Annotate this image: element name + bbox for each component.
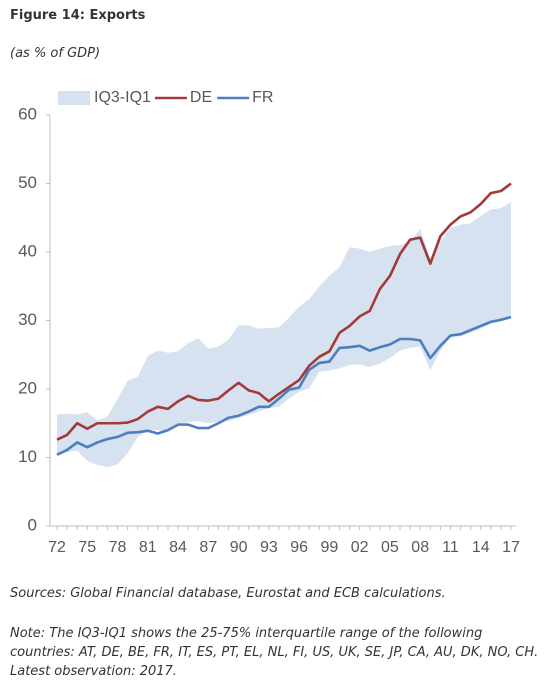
chart-subtitle: (as % of GDP) <box>10 46 101 61</box>
chart-title: Figure 14: Exports <box>10 8 146 23</box>
x-tick-label: 72 <box>48 539 66 556</box>
x-tick-label: 05 <box>381 539 399 556</box>
x-tick-label: 02 <box>351 539 369 556</box>
footnote: Note: The IQ3-IQ1 shows the 25-75% inter… <box>10 626 539 679</box>
line-series <box>56 182 512 441</box>
legend-label: DE <box>190 89 212 106</box>
source-note: Sources: Global Financial database, Euro… <box>10 586 446 601</box>
x-tick-label: 11 <box>442 539 459 556</box>
iqr-band <box>57 201 511 468</box>
legend-swatch <box>58 91 90 105</box>
y-tick-label: 10 <box>18 447 37 466</box>
x-tick-label: 90 <box>230 539 248 556</box>
x-tick-label: 81 <box>139 539 157 556</box>
legend-label: IQ3-IQ1 <box>94 89 151 106</box>
x-tick-label: 84 <box>169 539 187 556</box>
x-tick-label: 93 <box>260 539 278 556</box>
y-tick-label: 50 <box>18 173 37 192</box>
x-tick-label: 75 <box>78 539 96 556</box>
x-tick-label: 17 <box>502 539 520 556</box>
y-tick-label: 40 <box>18 241 37 260</box>
x-tick-label: 78 <box>109 539 127 556</box>
x-tick-label: 87 <box>199 539 217 556</box>
x-tick-label: 14 <box>472 539 490 556</box>
x-tick-label: 99 <box>321 539 339 556</box>
x-tick-label: 08 <box>411 539 429 556</box>
y-tick-label: 20 <box>18 378 37 397</box>
y-tick-label: 0 <box>28 515 37 534</box>
legend-label: FR <box>252 89 273 106</box>
line-series <box>56 315 512 456</box>
y-tick-label: 30 <box>18 310 37 329</box>
y-tick-label: 60 <box>18 104 37 123</box>
x-tick-label: 96 <box>290 539 308 556</box>
